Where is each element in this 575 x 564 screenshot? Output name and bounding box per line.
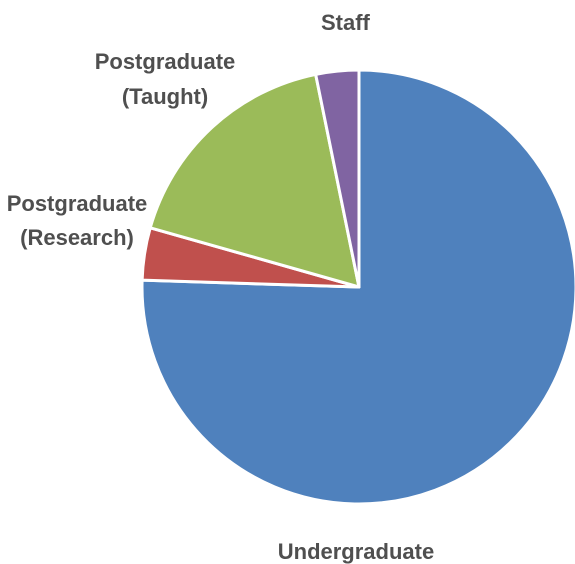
staff-label: Staff — [321, 10, 371, 35]
postgraduate-research-label-line1: Postgraduate — [7, 191, 148, 216]
undergraduate-label: Undergraduate — [278, 539, 434, 564]
pie-slice-staff — [314, 68, 361, 289]
pie-slices — [140, 68, 575, 506]
pie-slice-postgraduate-taught — [148, 72, 361, 289]
pie-slice-undergraduate — [140, 68, 575, 506]
postgraduate-taught-label-line1: Postgraduate — [95, 49, 236, 74]
postgraduate-research-label-line2: (Research) — [20, 225, 134, 250]
postgraduate-taught-label-line2: (Taught) — [122, 84, 208, 109]
